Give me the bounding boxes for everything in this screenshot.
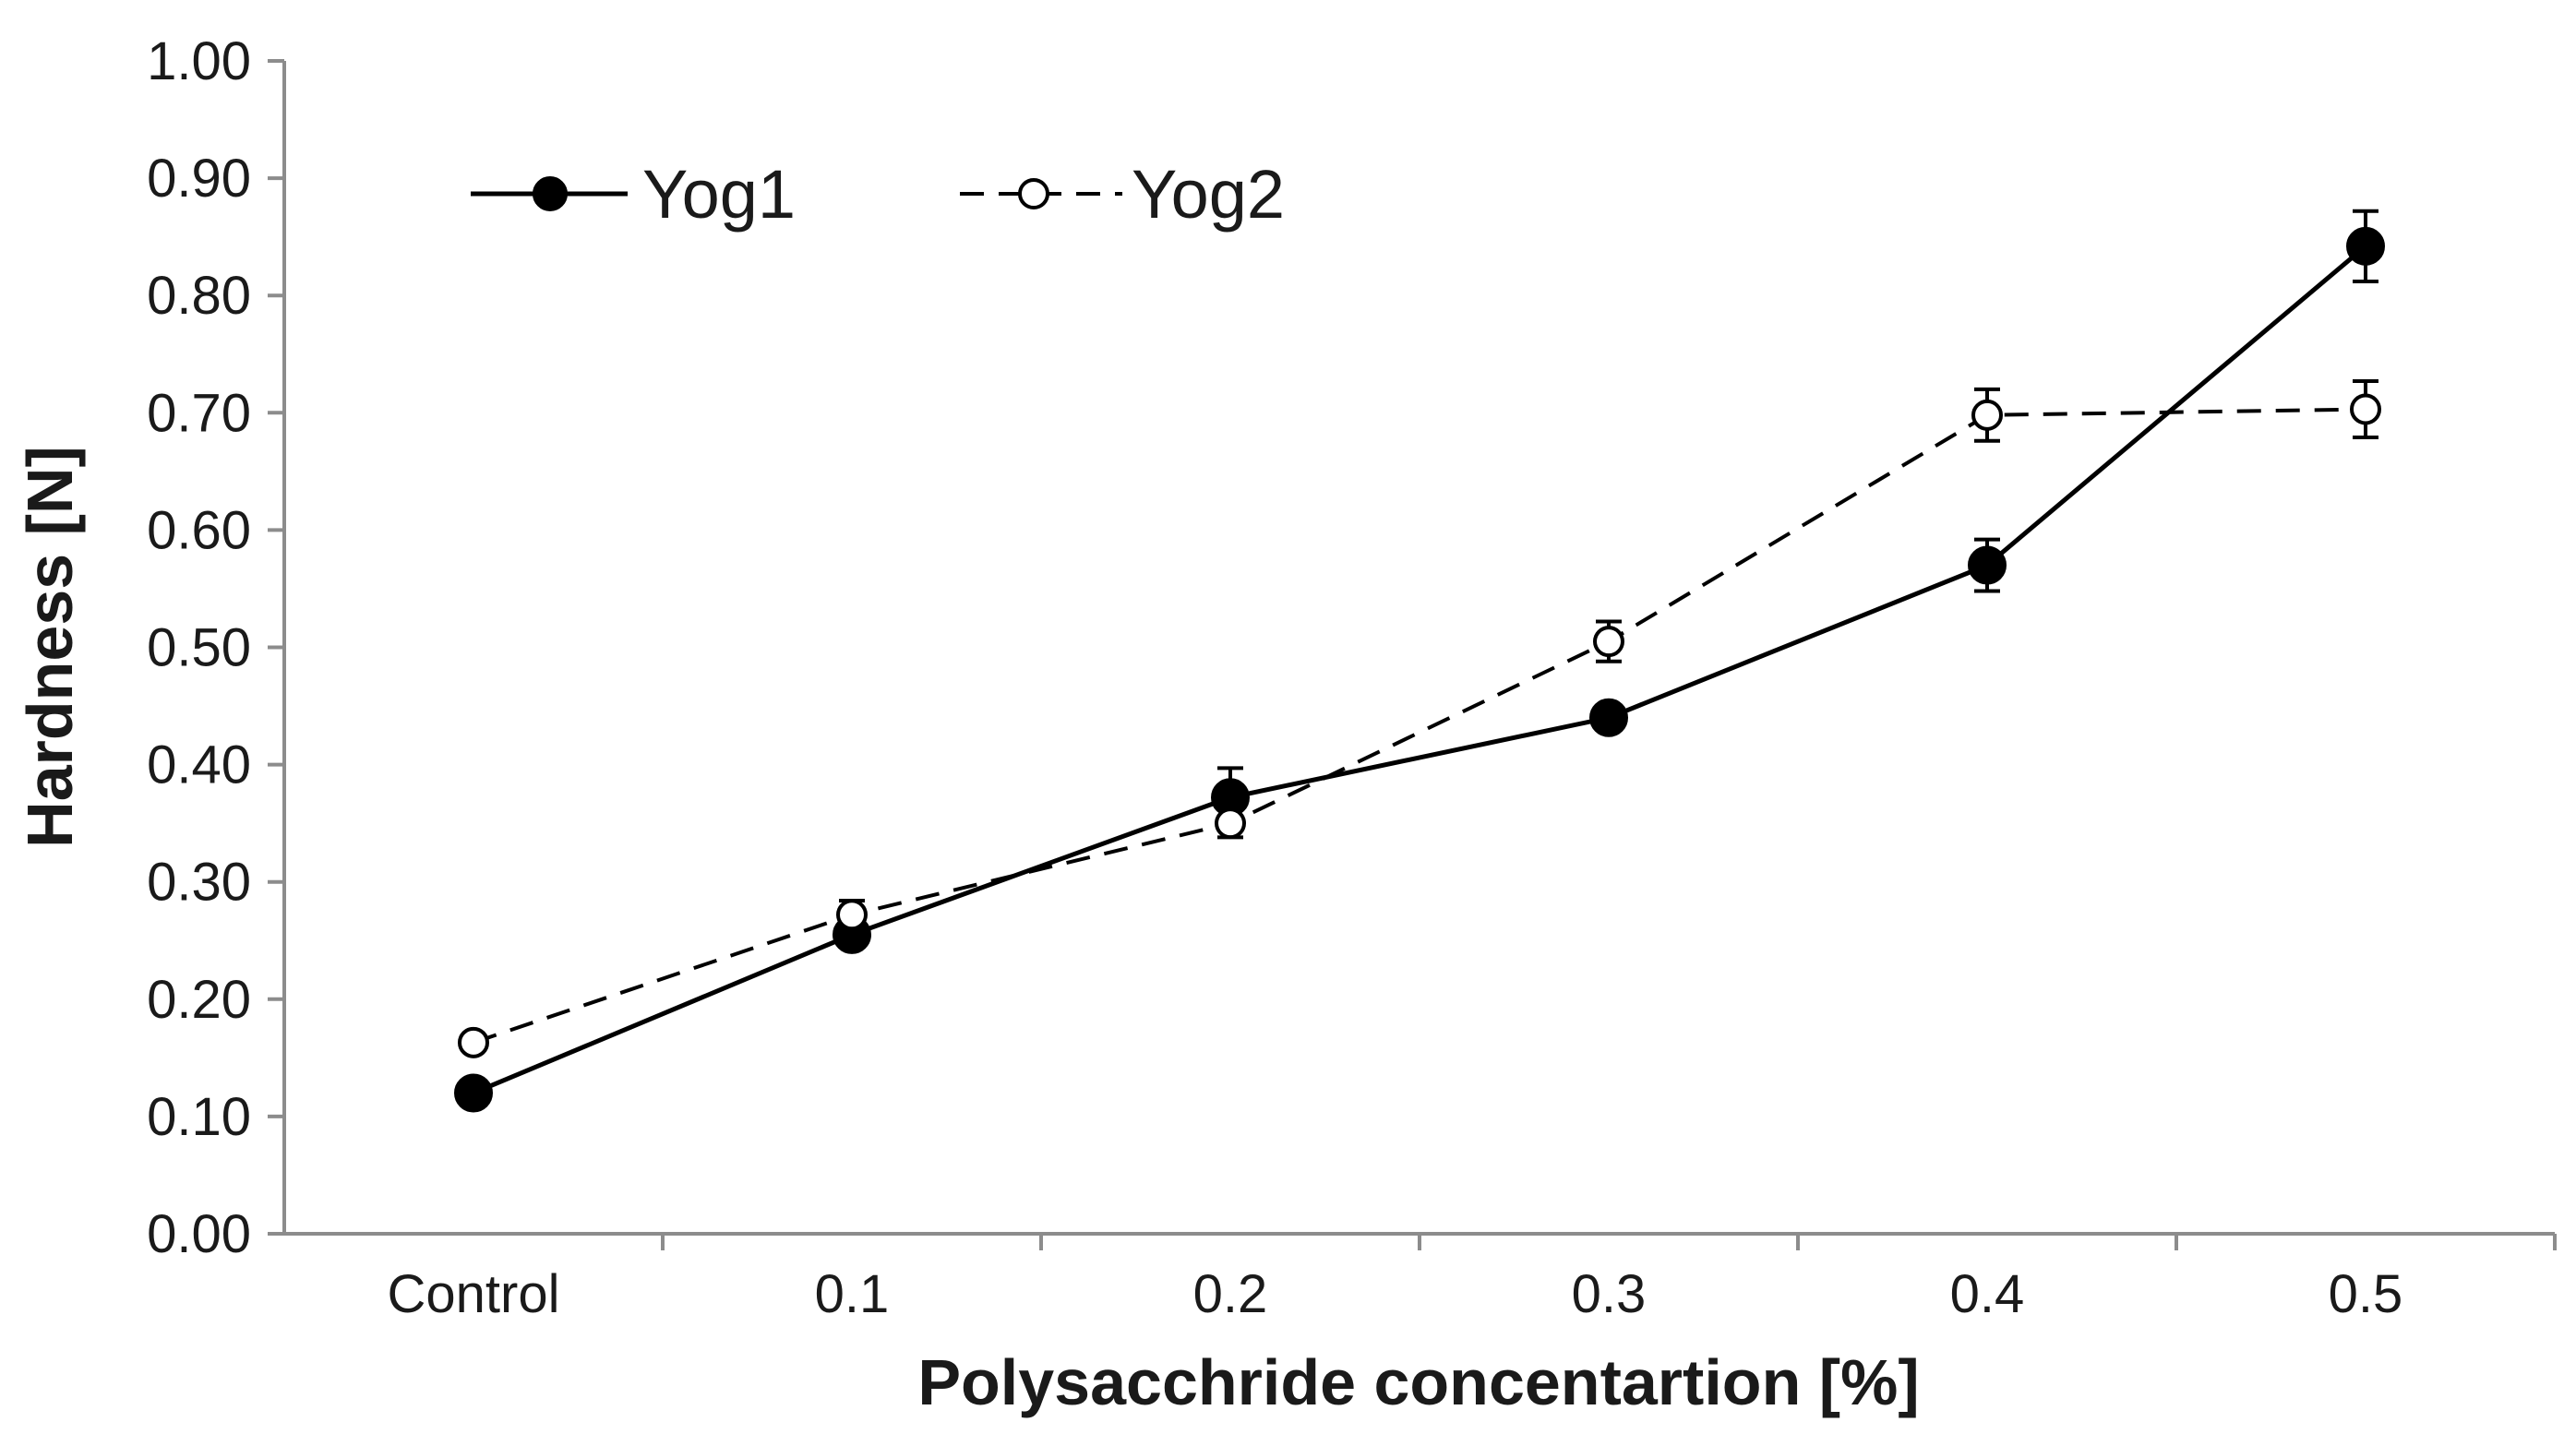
axes (282, 61, 2555, 1236)
legend-item-yog1: Yog1 (471, 156, 796, 233)
x-tick-label: 0.4 (1950, 1264, 2025, 1324)
series-line-yog2 (473, 407, 2366, 1045)
legend-yog1-label: Yog1 (642, 156, 796, 233)
x-ticks: Control 0.1 0.2 0.3 0.4 0.5 (388, 1234, 2557, 1324)
x-axis-title: Polysacchride concentartion [%] (917, 1346, 1919, 1418)
series-line-yog1 (473, 244, 2367, 1095)
x-tick-label: 0.3 (1572, 1264, 1647, 1324)
y-tick-label: 0.20 (147, 970, 251, 1030)
data-point-yog2 (1215, 807, 1246, 840)
x-tick-label: 0.1 (815, 1264, 890, 1324)
y-tick-label: 1.00 (147, 31, 251, 91)
y-axis-title: Hardness [N] (14, 446, 86, 848)
y-tick-label: 0.40 (147, 735, 251, 795)
legend-yog1-marker (533, 176, 568, 211)
data-point-yog1 (454, 1073, 493, 1113)
y-tick-label: 0.30 (147, 853, 251, 913)
y-tick-label: 0.10 (147, 1087, 251, 1147)
y-tick-label: 0.80 (147, 266, 251, 326)
legend-yog2-label: Yog2 (1132, 156, 1285, 233)
data-point-yog1 (1589, 698, 1628, 737)
data-point-yog2 (458, 1026, 489, 1058)
data-point-yog2 (1593, 626, 1624, 658)
y-tick-label: 0.00 (147, 1204, 251, 1264)
data-point-yog2 (836, 899, 868, 931)
y-ticks: 0.00 0.10 0.20 0.30 0.40 0.50 0.60 0.70 0.80 0.90… (147, 31, 284, 1264)
y-tick-label: 0.90 (147, 149, 251, 209)
legend-item-yog2: Yog2 (960, 156, 1285, 233)
x-tick-label: 0.2 (1193, 1264, 1268, 1324)
data-point-yog2 (2350, 393, 2381, 425)
y-tick-label: 0.60 (147, 500, 251, 560)
series-yog1 (454, 209, 2385, 1113)
legend: Yog1 Yog2 (471, 156, 1285, 233)
legend-yog2-marker (1018, 178, 1049, 209)
series-yog2 (458, 378, 2381, 1058)
x-tick-label: Control (388, 1264, 560, 1324)
data-point-yog2 (1971, 399, 2003, 431)
series-group (454, 209, 2385, 1113)
y-tick-label: 0.50 (147, 618, 251, 678)
y-tick-label: 0.70 (147, 383, 251, 443)
data-point-yog1 (2346, 226, 2385, 266)
x-tick-label: 0.5 (2329, 1264, 2403, 1324)
data-point-yog1 (1968, 545, 2007, 585)
